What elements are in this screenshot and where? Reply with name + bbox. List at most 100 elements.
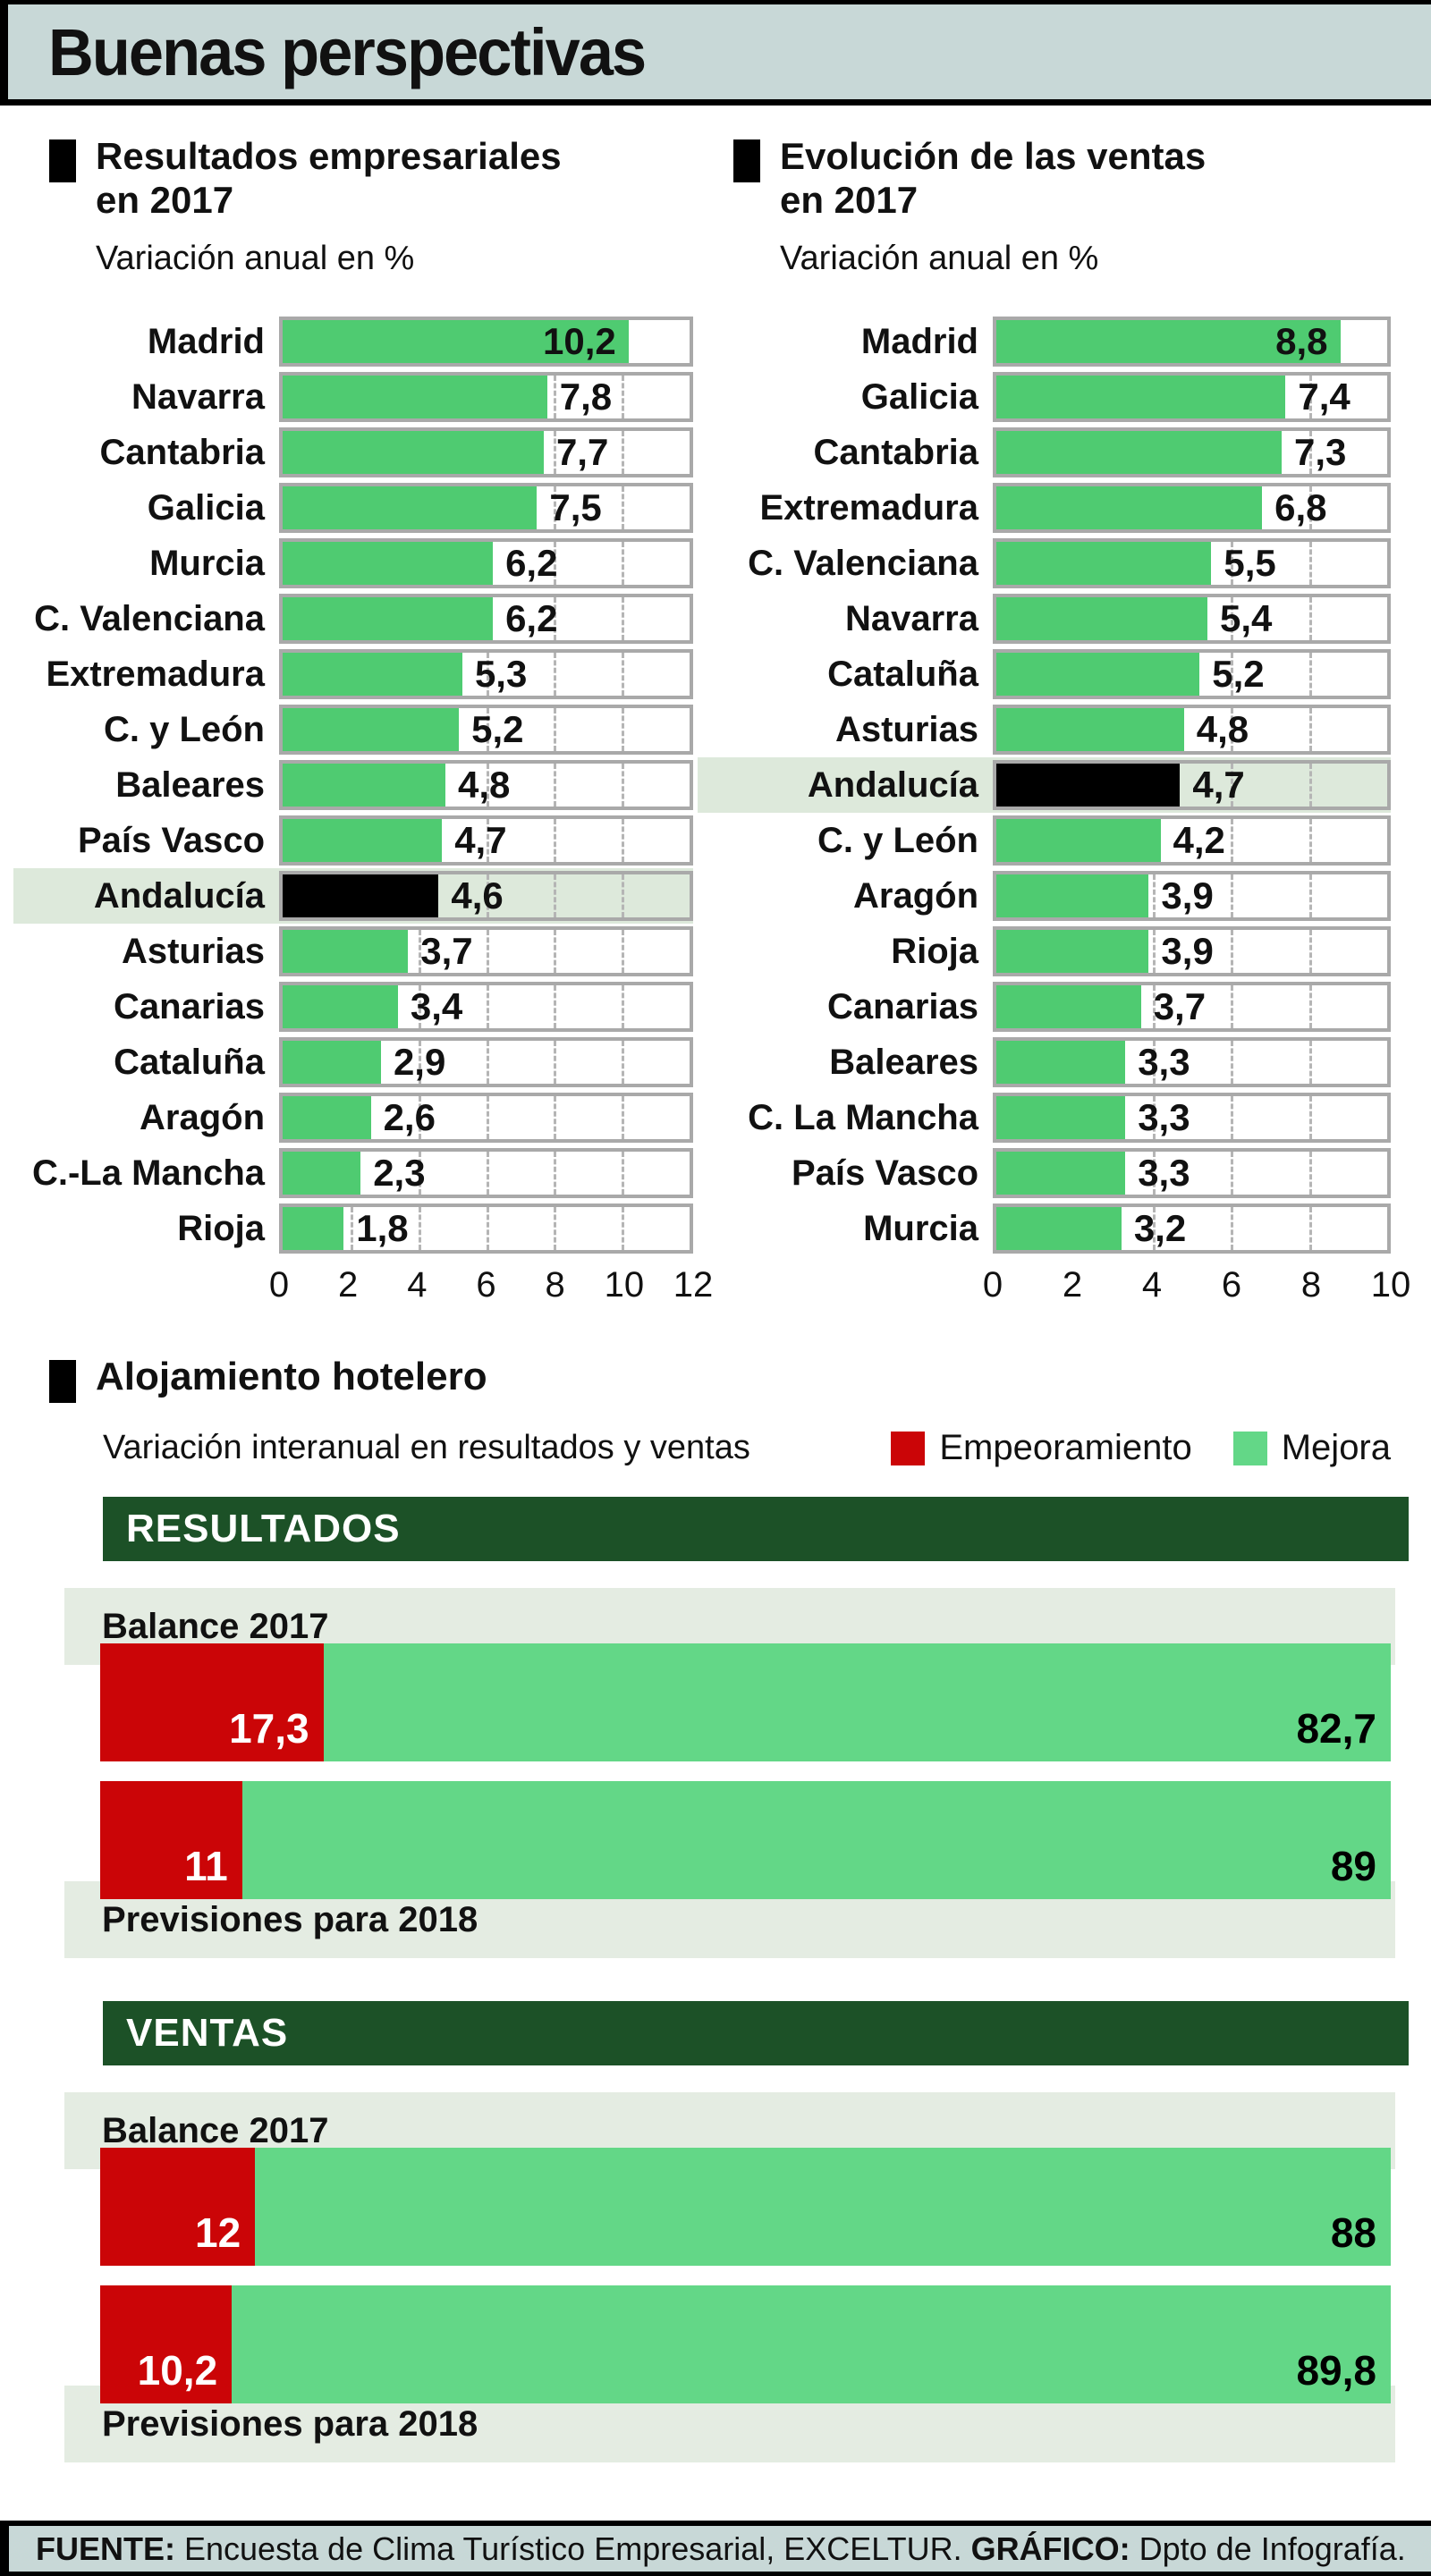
bar-value: 7,4 xyxy=(1298,376,1351,418)
bar-track: 3,9 xyxy=(993,871,1391,922)
gridline xyxy=(1152,1096,1156,1140)
axis-tick-label: 8 xyxy=(545,1265,565,1305)
gridline xyxy=(486,819,489,863)
chart-row: Canarias 3,4 xyxy=(13,979,693,1035)
bar-track: 5,2 xyxy=(993,649,1391,700)
bar-track: 4,8 xyxy=(279,760,693,811)
bar-fill xyxy=(996,1207,1122,1251)
bar-fill xyxy=(283,708,460,752)
gridline xyxy=(1152,874,1156,918)
gridline xyxy=(1308,930,1312,974)
chart-row: Andalucía 4,6 xyxy=(13,868,693,925)
bar-value: 5,4 xyxy=(1219,597,1273,640)
bar-value: 4,6 xyxy=(451,874,504,917)
bar-track: 3,3 xyxy=(993,1037,1391,1088)
bar-value: 4,7 xyxy=(454,819,507,862)
bar-fill xyxy=(996,542,1212,586)
chart-row: Murcia 6,2 xyxy=(13,536,693,591)
chart-ventas-rows: Madrid 8,8 Galicia 7,4 Cantabria 7,3 Extremadu… xyxy=(698,314,1391,1256)
bar-track: 4,2 xyxy=(993,815,1391,866)
chart-resultados-rows: Madrid 10,2 Navarra 7,8 Cantabria 7,7 Galicia 7… xyxy=(13,314,693,1256)
bar-track: 7,7 xyxy=(279,427,693,478)
bar-fill xyxy=(283,376,547,419)
hotel-section: Alojamiento hotelero Variación interanua… xyxy=(0,1355,1431,2462)
hotel-group: VENTAS Balance 2017 12 88 10,2 89,8 Previsione… xyxy=(0,2001,1431,2462)
bar-track: 4,8 xyxy=(993,705,1391,756)
bar-track: 7,8 xyxy=(279,372,693,423)
gridline xyxy=(1308,376,1312,419)
bar-track: 4,7 xyxy=(993,760,1391,811)
row-label: C. La Mancha xyxy=(748,1097,978,1137)
bar-fill xyxy=(283,597,494,641)
gridline xyxy=(554,764,557,807)
row-label: Andalucía xyxy=(93,875,265,916)
stacked-bar: 17,3 82,7 xyxy=(100,1643,1391,1761)
chart-ventas-axis: 0 2 4 6 8 10 xyxy=(983,1256,1410,1308)
row-label: C. Valenciana xyxy=(748,543,978,583)
bar-value: 4,8 xyxy=(458,764,511,807)
gridline xyxy=(554,431,557,475)
footer-source-label: FUENTE: xyxy=(36,2530,175,2567)
row-label: Baleares xyxy=(829,1042,978,1082)
chart-row: Baleares 3,3 xyxy=(698,1035,1391,1090)
row-label: Extremadura xyxy=(759,487,978,528)
legend-label: Empeoramiento xyxy=(939,1428,1192,1467)
row-label: Baleares xyxy=(115,764,265,805)
bar-fill xyxy=(996,874,1149,918)
gridline xyxy=(486,708,489,752)
row-label: Murcia xyxy=(863,1208,978,1248)
chart-row: Navarra 5,4 xyxy=(698,591,1391,646)
footer-credit-text: Dpto de Infografía. xyxy=(1139,2530,1406,2567)
bar-value: 2,9 xyxy=(393,1041,446,1084)
gridline xyxy=(1308,1152,1312,1195)
bar-track: 6,8 xyxy=(993,483,1391,534)
row-label: Galicia xyxy=(860,376,978,417)
legend-label: Mejora xyxy=(1281,1428,1391,1467)
chart-row: Aragón 2,6 xyxy=(13,1090,693,1145)
better-segment: 89,8 xyxy=(232,2285,1391,2403)
bar-value: 3,3 xyxy=(1138,1096,1190,1139)
legend-item: Empeoramiento xyxy=(891,1428,1192,1468)
gridline xyxy=(554,542,557,586)
row-label: C.-La Mancha xyxy=(31,1153,265,1193)
bar-fill xyxy=(283,819,443,863)
bar-fill xyxy=(283,542,494,586)
bar-track: 3,3 xyxy=(993,1093,1391,1144)
gridline xyxy=(1308,431,1312,475)
gridline xyxy=(1308,819,1312,863)
bar-fill xyxy=(283,1152,361,1195)
chart-resultados: Resultados empresariales en 2017 Variaci… xyxy=(13,134,713,1308)
bar-track: 6,2 xyxy=(279,594,693,645)
bar-track: 5,2 xyxy=(279,705,693,756)
gridline xyxy=(1308,985,1312,1029)
chart-row: Andalucía 4,7 xyxy=(698,757,1391,814)
bar-value: 10,2 xyxy=(543,320,616,363)
bar-track: 3,7 xyxy=(993,982,1391,1033)
chart-ventas-title: Evolución de las ventas en 2017 xyxy=(780,135,1207,222)
bar-value: 8,8 xyxy=(1275,320,1328,363)
chart-row: C. Valenciana 6,2 xyxy=(13,591,693,646)
gridline xyxy=(1231,597,1234,641)
bar-fill xyxy=(996,486,1263,530)
gridline xyxy=(1231,985,1234,1029)
bar-fill xyxy=(283,1207,344,1251)
gridline xyxy=(1308,597,1312,641)
gridline xyxy=(486,653,489,697)
gridline xyxy=(486,930,489,974)
row-label: Navarra xyxy=(131,376,265,417)
bar-fill xyxy=(283,1096,371,1140)
footer-source-text: Encuesta de Clima Turístico Empresarial,… xyxy=(184,2530,962,2567)
gridline xyxy=(1152,1207,1156,1251)
hotel-section-title: Alojamiento hotelero xyxy=(96,1355,487,1398)
row-label: Cantabria xyxy=(99,432,266,472)
gridline xyxy=(1308,653,1312,697)
gridline xyxy=(1231,542,1234,586)
row-label: País Vasco xyxy=(77,820,265,860)
chart-ventas: Evolución de las ventas en 2017 Variació… xyxy=(698,134,1410,1308)
hotel-group: RESULTADOS Balance 2017 17,3 82,7 11 89 Previs… xyxy=(0,1497,1431,1958)
chart-row: Cataluña 2,9 xyxy=(13,1035,693,1090)
gridline xyxy=(622,874,625,918)
worse-value: 17,3 xyxy=(229,1705,309,1752)
row-label: Andalucía xyxy=(807,764,978,805)
better-segment: 88 xyxy=(255,2148,1391,2266)
